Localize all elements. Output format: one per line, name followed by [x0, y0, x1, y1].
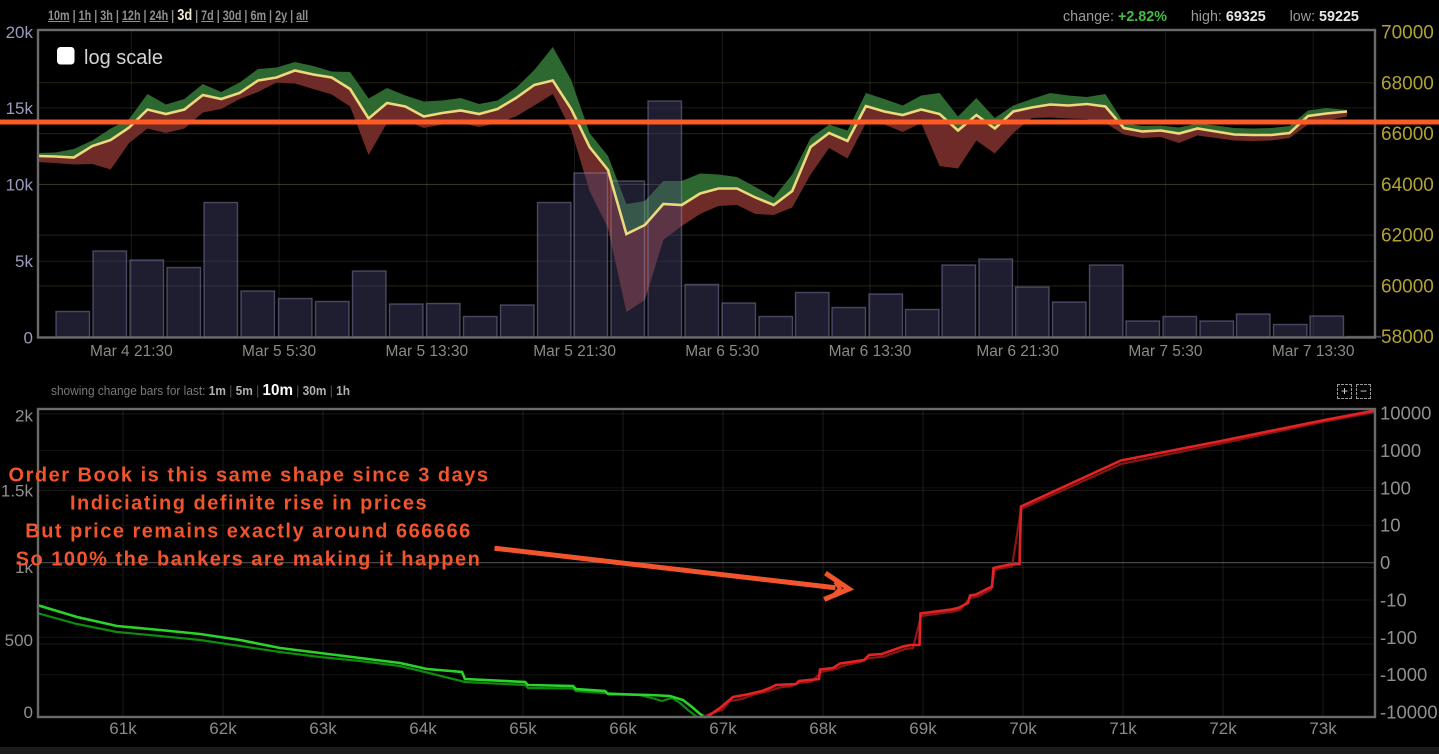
svg-text:20k: 20k [6, 23, 34, 42]
svg-text:Indiciating definite rise in p: Indiciating definite rise in prices [70, 493, 428, 515]
svg-text:10: 10 [1380, 515, 1401, 536]
svg-text:68k: 68k [809, 719, 837, 738]
svg-text:65k: 65k [509, 719, 537, 738]
svg-text:60000: 60000 [1381, 276, 1434, 297]
svg-text:71k: 71k [1109, 719, 1137, 738]
svg-text:66000: 66000 [1381, 124, 1434, 145]
svg-text:100: 100 [1380, 477, 1411, 498]
svg-text:1.5k: 1.5k [1, 482, 34, 501]
svg-text:Mar 7 13:30: Mar 7 13:30 [1272, 343, 1355, 360]
svg-text:0: 0 [24, 703, 33, 722]
svg-text:Order Book is this same shape: Order Book is this same shape since 3 da… [9, 465, 490, 487]
svg-text:10k: 10k [6, 176, 34, 195]
svg-text:-100: -100 [1380, 627, 1417, 648]
svg-text:Mar 6 5:30: Mar 6 5:30 [685, 343, 759, 360]
svg-text:-1000: -1000 [1380, 664, 1427, 685]
svg-text:Mar 6 13:30: Mar 6 13:30 [829, 343, 912, 360]
svg-text:2k: 2k [15, 407, 33, 426]
svg-text:So 100% the bankers are making: So 100% the bankers are making it happen [16, 549, 482, 571]
svg-text:66k: 66k [609, 719, 637, 738]
svg-text:70000: 70000 [1381, 23, 1434, 44]
svg-text:Mar 5 5:30: Mar 5 5:30 [242, 343, 316, 360]
svg-text:58000: 58000 [1381, 327, 1434, 348]
svg-text:-10: -10 [1380, 590, 1407, 611]
svg-text:64k: 64k [409, 719, 437, 738]
svg-text:73k: 73k [1309, 719, 1337, 738]
svg-text:67k: 67k [709, 719, 737, 738]
svg-text:64000: 64000 [1381, 175, 1434, 196]
svg-text:68000: 68000 [1381, 73, 1434, 94]
svg-text:10000: 10000 [1380, 403, 1431, 424]
svg-text:62k: 62k [209, 719, 237, 738]
svg-text:Mar 7 5:30: Mar 7 5:30 [1128, 343, 1202, 360]
svg-text:62000: 62000 [1381, 226, 1434, 247]
svg-text:Mar 5 21:30: Mar 5 21:30 [533, 343, 616, 360]
svg-text:1k: 1k [15, 558, 33, 577]
svg-text:70k: 70k [1009, 719, 1037, 738]
svg-text:Mar 6 21:30: Mar 6 21:30 [976, 343, 1059, 360]
svg-text:Mar 4 21:30: Mar 4 21:30 [90, 343, 173, 360]
svg-text:1000: 1000 [1380, 440, 1421, 461]
svg-text:-10000: -10000 [1380, 702, 1438, 723]
svg-text:log scale: log scale [84, 47, 163, 69]
svg-text:But price remains exactly arou: But price remains exactly around 666666 [25, 521, 471, 543]
svg-text:69k: 69k [909, 719, 937, 738]
svg-text:0: 0 [1380, 552, 1390, 573]
svg-text:Mar 5 13:30: Mar 5 13:30 [385, 343, 468, 360]
svg-text:15k: 15k [6, 99, 34, 118]
svg-text:5k: 5k [15, 252, 33, 271]
svg-text:63k: 63k [309, 719, 337, 738]
svg-text:500: 500 [5, 631, 33, 650]
svg-text:61k: 61k [109, 719, 137, 738]
svg-text:0: 0 [24, 328, 33, 347]
svg-text:72k: 72k [1209, 719, 1237, 738]
